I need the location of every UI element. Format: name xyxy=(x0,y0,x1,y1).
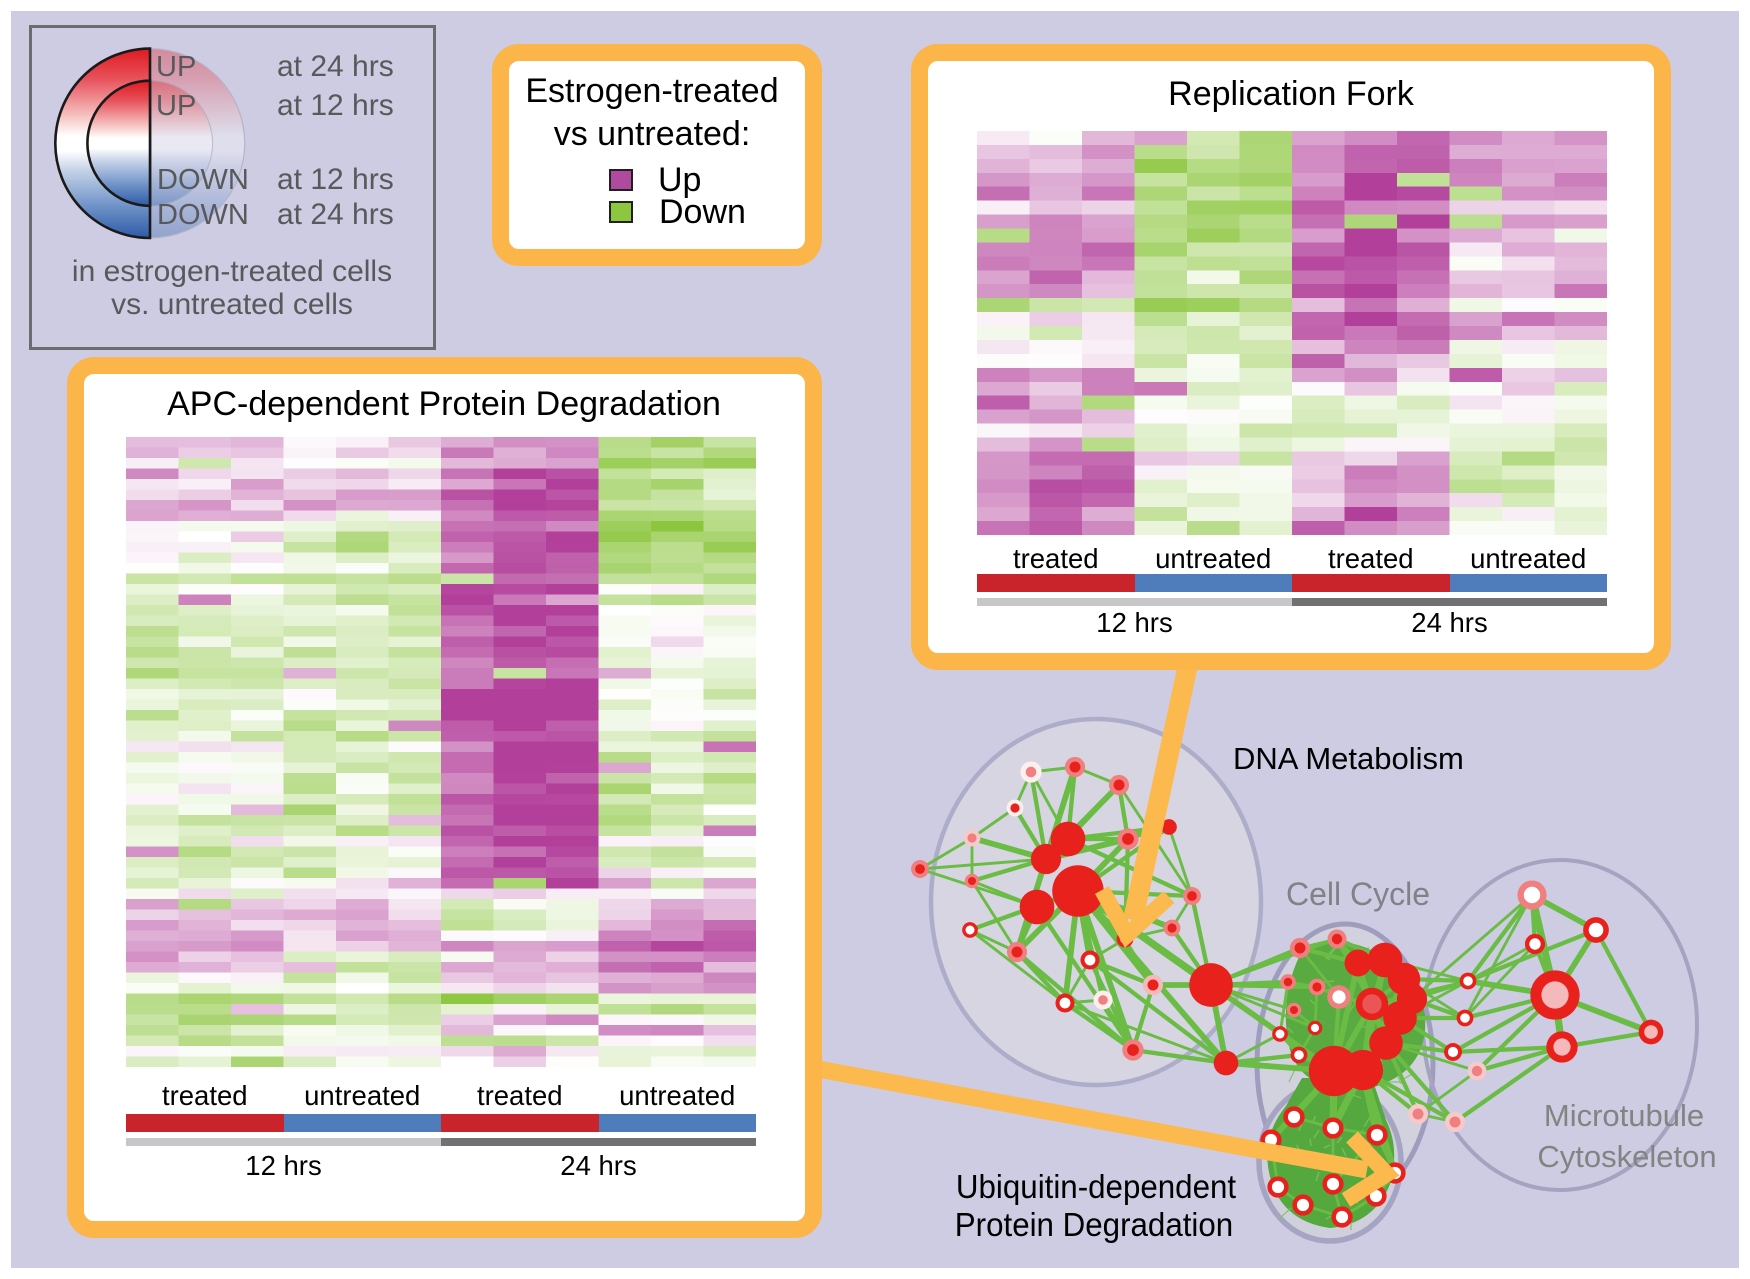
svg-text:Ubiquitin-dependent: Ubiquitin-dependent xyxy=(956,1168,1236,1205)
svg-text:Protein Degradation: Protein Degradation xyxy=(955,1206,1233,1243)
svg-text:Cytoskeleton: Cytoskeleton xyxy=(1537,1139,1716,1174)
svg-text:Cell Cycle: Cell Cycle xyxy=(1286,876,1430,912)
svg-text:DNA Metabolism: DNA Metabolism xyxy=(1233,741,1464,776)
svg-text:Microtubule: Microtubule xyxy=(1544,1098,1704,1133)
